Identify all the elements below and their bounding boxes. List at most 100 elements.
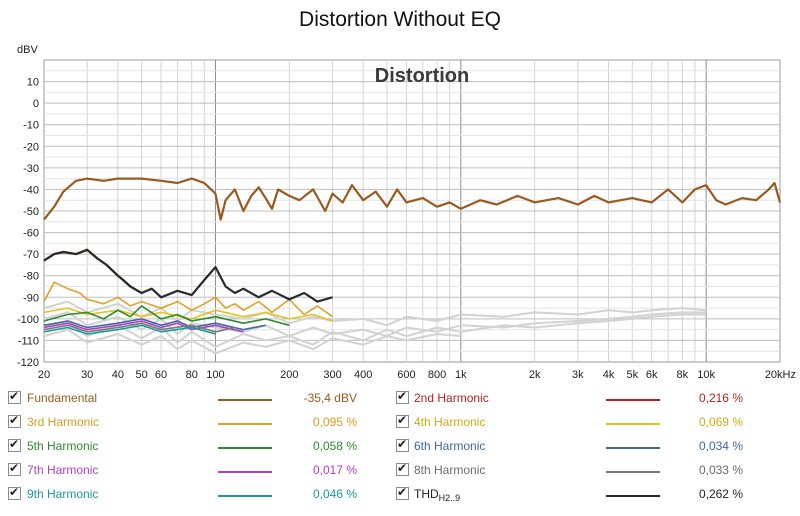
x-tick-label: 1k xyxy=(455,369,467,381)
series-line-3rd-harmonic xyxy=(43,281,333,318)
x-tick-label: 20kHz xyxy=(765,369,796,381)
background-trace xyxy=(43,313,707,348)
checkbox-2nd-harmonic[interactable] xyxy=(396,389,409,404)
legend-swatch-5th xyxy=(218,447,272,449)
legend-value-6th: 0,034 % xyxy=(698,439,743,453)
y-tick-label: -90 xyxy=(23,292,39,304)
x-tick-label: 30 xyxy=(81,369,93,381)
legend-value-7th: 0,017 % xyxy=(312,463,357,477)
x-tick-label: 2k xyxy=(529,369,541,381)
legend-value-5th: 0,058 % xyxy=(312,439,357,453)
y-tick-label: -70 xyxy=(23,249,39,261)
legend-label-fundamental: Fundamental xyxy=(27,391,98,405)
x-tick-label: 40 xyxy=(112,369,124,381)
x-tick-label: 400 xyxy=(354,369,372,381)
legend-row-8th: 8th Harmonic 0,033 % xyxy=(0,460,800,480)
y-tick-label: -10 xyxy=(23,120,39,132)
legend-swatch-thd xyxy=(606,495,660,497)
legend-swatch-7th xyxy=(218,471,272,473)
checkbox-9th-harmonic[interactable] xyxy=(8,485,21,500)
y-axis-label: dBV xyxy=(17,44,38,56)
x-tick-label: 4k xyxy=(603,369,615,381)
checkbox-3rd-harmonic[interactable] xyxy=(8,413,21,428)
y-tick-label: -50 xyxy=(23,206,39,218)
checkbox-4th-harmonic[interactable] xyxy=(396,413,409,428)
legend-swatch-3rd xyxy=(218,423,272,425)
series-line-fundamental xyxy=(43,177,782,221)
legend-row-thd: THDH2..9 0,262 % xyxy=(0,484,800,504)
series-line-8th-harmonic xyxy=(43,322,236,333)
x-tick-label: 3k xyxy=(572,369,584,381)
y-tick-label: -40 xyxy=(23,184,39,196)
x-tick-label: 60 xyxy=(155,369,167,381)
x-tick-label: 10k xyxy=(697,369,715,381)
chart-area: DistortiondBV100-10-20-30-40-50-60-70-80… xyxy=(17,44,796,381)
legend-row-5th: 5th Harmonic 0,058 % xyxy=(0,436,400,456)
legend-label-5th: 5th Harmonic xyxy=(27,439,99,453)
thd-label-main: THD xyxy=(414,487,439,501)
y-tick-label: -20 xyxy=(23,141,39,153)
series-line-5th-harmonic xyxy=(43,305,290,327)
legend-value-3rd: 0,095 % xyxy=(312,415,357,429)
x-tick-label: 200 xyxy=(280,369,298,381)
legend-label-2nd: 2nd Harmonic xyxy=(414,391,489,405)
legend-value-9th: 0,046 % xyxy=(312,487,357,501)
series-line-7th-harmonic xyxy=(43,320,244,333)
checkbox-fundamental[interactable] xyxy=(8,389,21,404)
checkbox-6th-harmonic[interactable] xyxy=(396,437,409,452)
legend-row-6th: 6th Harmonic 0,034 % xyxy=(0,436,800,456)
legend-row-3rd: 3rd Harmonic 0,095 % xyxy=(0,412,400,432)
legend-label-6th: 6th Harmonic xyxy=(414,439,486,453)
x-tick-label: 100 xyxy=(206,369,224,381)
legend-label-thd: THDH2..9 xyxy=(414,487,460,503)
series-line-4th-harmonic xyxy=(43,307,333,322)
legend-swatch-fundamental xyxy=(218,399,272,401)
legend-swatch-9th xyxy=(218,495,272,497)
legend-label-9th: 9th Harmonic xyxy=(27,487,99,501)
legend: Fundamental -35,4 dBV 3rd Harmonic 0,095… xyxy=(0,388,800,516)
legend-label-7th: 7th Harmonic xyxy=(27,463,99,477)
x-tick-label: 80 xyxy=(186,369,198,381)
x-tick-label: 6k xyxy=(646,369,658,381)
legend-swatch-8th xyxy=(606,471,660,473)
x-tick-label: 600 xyxy=(397,369,415,381)
legend-value-fundamental: -35,4 dBV xyxy=(303,391,357,405)
legend-label-4th: 4th Harmonic xyxy=(414,415,486,429)
x-tick-label: 5k xyxy=(626,369,638,381)
legend-swatch-4th xyxy=(606,423,660,425)
checkbox-7th-harmonic[interactable] xyxy=(8,461,21,476)
chart-title: Distortion Without EQ xyxy=(299,8,501,31)
plot-label: Distortion xyxy=(375,65,469,87)
y-tick-label: -100 xyxy=(17,314,39,326)
x-tick-label: 50 xyxy=(136,369,148,381)
legend-value-2nd: 0,216 % xyxy=(698,391,743,405)
legend-row-9th: 9th Harmonic 0,046 % xyxy=(0,484,400,504)
y-tick-label: -60 xyxy=(23,228,39,240)
thd-label-sub: H2..9 xyxy=(438,493,461,503)
legend-value-4th: 0,069 % xyxy=(698,415,743,429)
x-tick-label: 20 xyxy=(38,369,50,381)
legend-swatch-2nd xyxy=(606,399,660,401)
checkbox-thd[interactable] xyxy=(396,485,409,500)
y-tick-label: 0 xyxy=(33,98,39,110)
legend-value-thd: 0,262 % xyxy=(698,487,743,501)
legend-row-fundamental: Fundamental -35,4 dBV xyxy=(0,388,400,408)
legend-label-3rd: 3rd Harmonic xyxy=(27,415,100,429)
legend-value-8th: 0,033 % xyxy=(698,463,743,477)
y-tick-label: -120 xyxy=(17,357,39,369)
legend-row-7th: 7th Harmonic 0,017 % xyxy=(0,460,400,480)
background-trace xyxy=(43,328,461,355)
x-tick-label: 8k xyxy=(677,369,689,381)
checkbox-8th-harmonic[interactable] xyxy=(396,461,409,476)
series-line-9th-harmonic xyxy=(43,324,216,335)
y-tick-label: -30 xyxy=(23,163,39,175)
series-line-6th-harmonic xyxy=(43,318,266,331)
legend-row-2nd: 2nd Harmonic 0,216 % xyxy=(0,388,800,408)
checkbox-5th-harmonic[interactable] xyxy=(8,437,21,452)
legend-label-8th: 8th Harmonic xyxy=(414,463,486,477)
series-line-thd-h2-9 xyxy=(43,248,333,303)
x-tick-label: 800 xyxy=(428,369,446,381)
y-tick-label: -110 xyxy=(18,335,39,347)
y-tick-label: 10 xyxy=(27,77,39,89)
x-tick-label: 300 xyxy=(323,369,341,381)
